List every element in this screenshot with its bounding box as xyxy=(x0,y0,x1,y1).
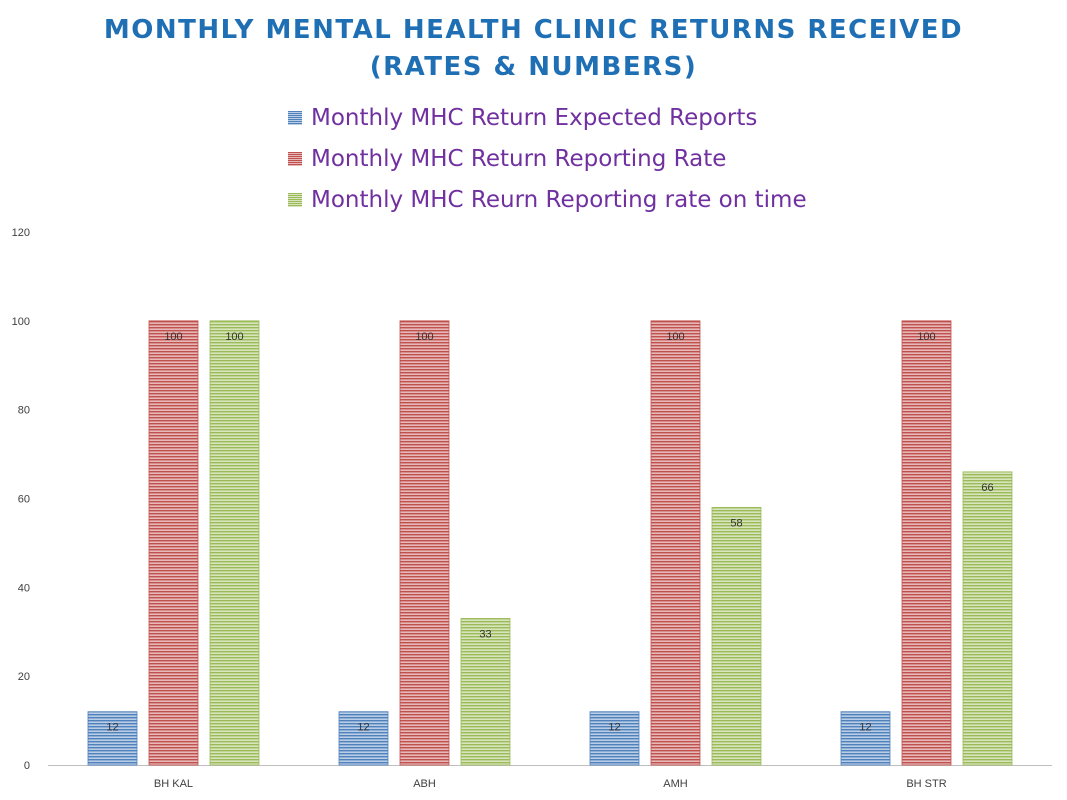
y-tick-label-40: 40 xyxy=(18,582,30,594)
legend-label-reporting-rate: Monthly MHC Return Reporting Rate xyxy=(311,145,727,172)
y-tick-label-0: 0 xyxy=(24,760,30,772)
legend-item-reporting-rate: Monthly MHC Return Reporting Rate xyxy=(288,138,807,179)
y-tick-label-20: 20 xyxy=(18,671,30,683)
data-label-s2-c4: 100 xyxy=(917,331,935,343)
bar-s1-c2 xyxy=(338,711,389,766)
bar-s2-c4 xyxy=(901,320,952,766)
chart-title: MONTHLY MENTAL HEALTH CLINIC RETURNS REC… xyxy=(0,12,1067,86)
legend-label-expected: Monthly MHC Return Expected Reports xyxy=(311,104,758,131)
data-label-s2-c3: 100 xyxy=(666,331,684,343)
x-tick-label-2: ABH xyxy=(413,778,436,790)
y-tick-label-100: 100 xyxy=(12,316,30,328)
data-label-s2-c2: 100 xyxy=(415,331,433,343)
bar-s2-c2 xyxy=(399,320,450,766)
bar-s3-c2 xyxy=(460,618,511,766)
chart-title-line-2: (RATES & NUMBERS) xyxy=(369,52,698,82)
data-label-s3-c2: 33 xyxy=(479,628,491,640)
y-tick-label-120: 120 xyxy=(12,227,30,239)
x-tick-label-4: BH STR xyxy=(906,778,946,790)
bar-s3-c4 xyxy=(962,471,1013,766)
data-label-s1-c3: 12 xyxy=(608,722,620,734)
data-label-s3-c3: 58 xyxy=(730,517,742,529)
bar-s3-c1 xyxy=(209,320,260,766)
bar-s3-c3 xyxy=(711,506,762,766)
legend-swatch-expected xyxy=(288,110,302,125)
data-label-s1-c1: 12 xyxy=(106,722,118,734)
bar-s1-c1 xyxy=(87,711,138,766)
bar-s2-c1 xyxy=(148,320,199,766)
x-tick-label-1: BH KAL xyxy=(154,778,193,790)
data-label-s3-c4: 66 xyxy=(981,482,993,494)
y-tick-label-60: 60 xyxy=(18,494,30,506)
legend-item-on-time: Monthly MHC Reurn Reporting rate on time xyxy=(288,179,807,220)
legend-swatch-reporting-rate xyxy=(288,151,302,166)
bar-s1-c3 xyxy=(589,711,640,766)
legend-label-on-time: Monthly MHC Reurn Reporting rate on time xyxy=(311,186,807,213)
bar-s1-c4 xyxy=(840,711,891,766)
legend-item-expected: Monthly MHC Return Expected Reports xyxy=(288,97,807,138)
chart-legend: Monthly MHC Return Expected Reports Mont… xyxy=(288,97,807,220)
bar-s2-c3 xyxy=(650,320,701,766)
y-tick-label-80: 80 xyxy=(18,405,30,417)
data-label-s1-c2: 12 xyxy=(357,722,369,734)
data-label-s2-c1: 100 xyxy=(164,331,182,343)
x-tick-label-3: AMH xyxy=(663,778,688,790)
legend-swatch-on-time xyxy=(288,192,302,207)
data-label-s1-c4: 12 xyxy=(859,722,871,734)
data-label-s3-c1: 100 xyxy=(225,331,243,343)
chart-title-line-1: MONTHLY MENTAL HEALTH CLINIC RETURNS REC… xyxy=(103,15,964,45)
